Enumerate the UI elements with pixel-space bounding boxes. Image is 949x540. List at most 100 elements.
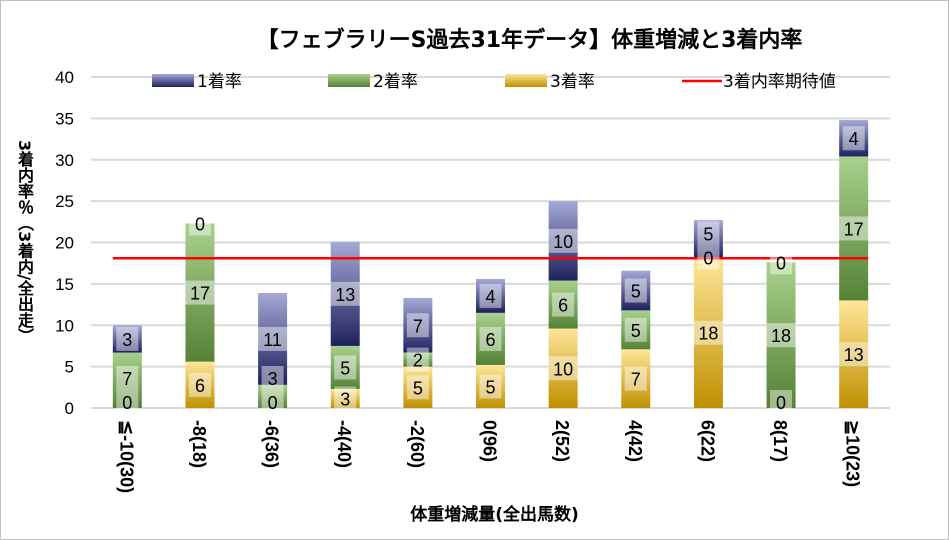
data-label: 5: [485, 377, 495, 397]
data-label-box: [624, 317, 647, 342]
y-tick-label: 10: [55, 316, 74, 335]
x-tick-label: ≦-10(30): [116, 420, 136, 493]
data-label-box: [548, 356, 579, 381]
bar-segment: [185, 223, 215, 362]
data-label-box: [770, 250, 793, 275]
data-label: 0: [776, 253, 786, 273]
data-label-box: [479, 283, 502, 308]
data-label: 17: [844, 219, 864, 239]
data-label: 2: [413, 351, 423, 371]
data-label-box: [697, 245, 720, 270]
data-label: 0: [268, 393, 278, 413]
legend-label: 3着内率期待値: [723, 72, 836, 92]
bar-segment: [548, 201, 578, 281]
x-tick-label: ≧10(23): [843, 420, 863, 487]
data-label-box: [548, 228, 579, 253]
bar-segment: [693, 257, 723, 408]
bar-segment: [112, 325, 142, 353]
data-label-box: [770, 390, 793, 414]
data-label: 5: [340, 358, 350, 378]
data-label-box: [406, 313, 429, 338]
data-label-box: [330, 281, 361, 306]
data-label: 3: [340, 389, 350, 409]
x-tick-label: -4(40): [334, 420, 354, 468]
data-label-box: [552, 292, 575, 317]
bar-segment: [621, 270, 651, 311]
x-tick-label: -6(36): [262, 420, 282, 468]
bar-segment: [548, 328, 578, 408]
legend-label: 3着率: [550, 72, 595, 92]
legend-swatch: [505, 74, 547, 87]
bar-segment: [112, 352, 142, 408]
bar-segment: [476, 364, 505, 408]
data-label: 13: [844, 345, 864, 365]
bar-segment: [403, 352, 433, 367]
data-label-box: [116, 326, 139, 351]
x-tick-label: -8(18): [189, 420, 209, 468]
data-label-box: [261, 390, 284, 414]
bar-segment: [548, 280, 578, 329]
data-label-box: [838, 342, 869, 367]
bar-segment: [693, 220, 723, 258]
data-label: 5: [703, 224, 713, 244]
data-label: 0: [122, 393, 132, 413]
data-label-box: [766, 323, 797, 348]
data-label: 11: [263, 330, 282, 350]
data-label-box: [624, 366, 647, 391]
data-label: 0: [195, 214, 205, 234]
bar-segment: [621, 310, 651, 350]
data-label: 7: [413, 316, 423, 336]
legend-swatch: [152, 74, 194, 87]
data-label-box: [624, 278, 647, 303]
bar-segment: [403, 297, 433, 353]
bar-segment: [476, 312, 505, 365]
data-label: 13: [335, 285, 355, 305]
x-axis-title: 体重増減量(全出馬数): [410, 505, 579, 525]
y-tick-label: 35: [55, 109, 74, 128]
data-label-box: [184, 280, 215, 305]
data-label-box: [406, 347, 429, 372]
data-label: 3: [268, 369, 278, 389]
y-tick-label: 20: [55, 234, 74, 253]
x-tick-label: 0(96): [480, 420, 500, 462]
bar-segment: [839, 156, 869, 301]
data-label: 4: [849, 129, 859, 149]
legend-label: 2着率: [373, 72, 418, 92]
y-tick-label: 30: [55, 151, 74, 170]
bar-segment: [330, 345, 360, 389]
data-label: 18: [698, 324, 718, 344]
bar-segment: [258, 292, 288, 385]
x-tick-label: -2(60): [407, 420, 427, 468]
bar-segment: [839, 300, 869, 408]
bar-segment: [403, 366, 433, 408]
data-label: 5: [631, 321, 641, 341]
data-label: 3: [122, 330, 132, 350]
data-label: 4: [485, 287, 495, 307]
data-label: 5: [413, 378, 423, 398]
y-tick-label: 5: [65, 358, 74, 377]
data-label-box: [697, 221, 720, 246]
bar-segment: [258, 384, 288, 408]
data-label-box: [261, 366, 284, 390]
data-label: 17: [190, 284, 210, 304]
data-label-box: [334, 355, 357, 380]
data-label: 10: [553, 232, 573, 252]
x-tick-label: 4(42): [625, 420, 645, 462]
x-tick-label: 8(17): [770, 420, 790, 462]
data-label-box: [693, 320, 724, 345]
data-label-box: [188, 211, 211, 236]
data-label-box: [257, 326, 288, 351]
bar-segment: [839, 120, 869, 157]
x-tick-label: 2(52): [552, 420, 572, 462]
chart-title: 【フェブラリーS過去31年データ】体重増減と3着内率: [256, 28, 803, 53]
data-label-box: [116, 366, 139, 390]
data-label-box: [188, 372, 211, 397]
data-label-box: [116, 390, 139, 414]
y-tick-label: 40: [55, 68, 74, 87]
data-label: 5: [631, 281, 641, 301]
y-tick-label: 25: [55, 192, 74, 211]
data-label-box: [479, 326, 502, 351]
data-label: 10: [553, 359, 573, 379]
y-axis-title: 3着内率％（3着内/全出走）: [15, 140, 34, 345]
